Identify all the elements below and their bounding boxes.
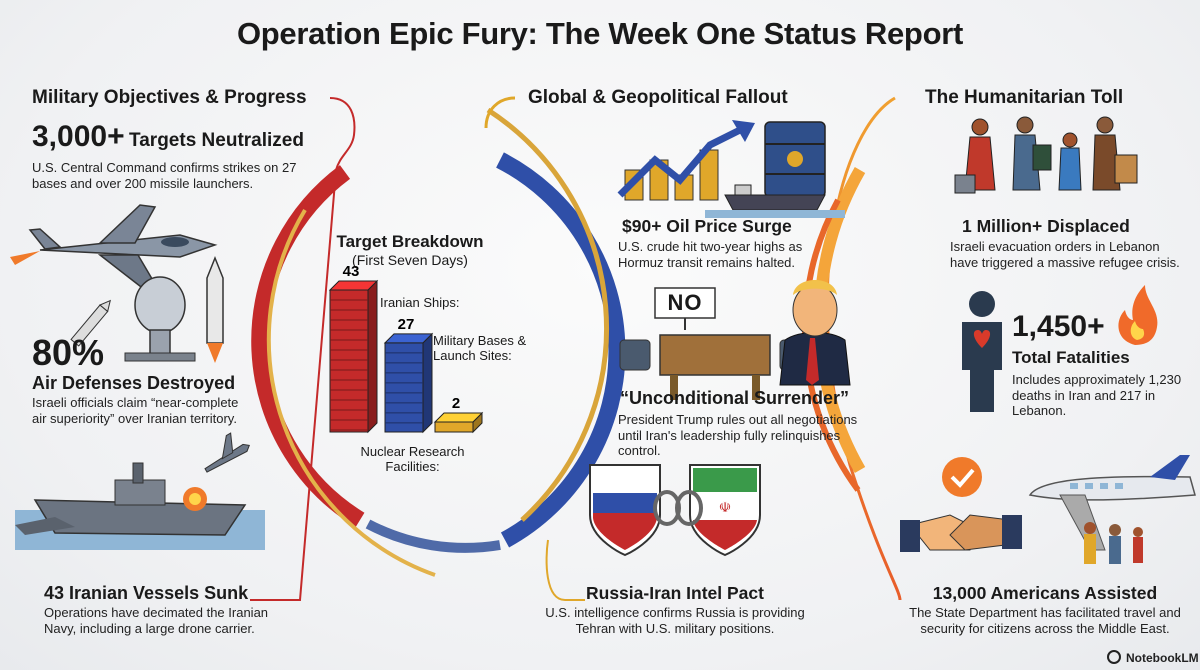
americans-desc: The State Department has facilitated tra… [909, 605, 1181, 636]
targets-desc: U.S. Central Command confirms strikes on… [32, 160, 297, 191]
president-portrait-icon [779, 280, 851, 386]
brand-label: NotebookLM [1126, 651, 1199, 665]
no-sign-text: NO [667, 290, 703, 315]
chain-link-icon [653, 490, 703, 526]
notebooklm-logo-icon [1107, 650, 1121, 664]
targets-number: 3,000+ [32, 120, 125, 153]
page-title: Operation Epic Fury: The Week One Status… [236, 16, 963, 51]
handshake-icon [900, 514, 1022, 552]
bar-label-nuclear: Nuclear Research Facilities: [360, 444, 465, 474]
vessels-label: 43 Iranian Vessels Sunk [44, 583, 249, 603]
check-badge-icon [942, 457, 982, 497]
oil-barrel-icon [764, 121, 826, 198]
bar-0 [328, 279, 379, 434]
refugees-icon [954, 116, 1138, 194]
bar-value-2: 2 [452, 395, 460, 412]
left-bracket [250, 97, 356, 601]
chart-subtitle: (First Seven Days) [352, 252, 468, 268]
central-ring [251, 107, 626, 577]
radar-dish-icon [124, 276, 196, 362]
warship-icon [15, 462, 265, 550]
targets-label: Targets Neutralized [129, 130, 304, 151]
airplane-icon [204, 432, 250, 473]
travelers-icon [1084, 522, 1143, 564]
rising-chart-icon [617, 120, 755, 201]
iran-shield-icon: ☫ [689, 464, 761, 557]
bar-value-1: 27 [398, 316, 415, 333]
tanker-ship-icon [705, 184, 845, 218]
fatalities-label: Total Fatalities [1012, 348, 1130, 367]
military-objectives-heading: Military Objectives & Progress [32, 87, 307, 108]
bar-2 [433, 411, 484, 434]
americans-label: 13,000 Americans Assisted [932, 583, 1158, 603]
person-heart-icon [962, 291, 1002, 412]
surrender-desc: President Trump rules out all negotiatio… [618, 412, 858, 458]
pact-desc: U.S. intelligence confirms Russia is pro… [545, 605, 805, 636]
chart-title: Target Breakdown [336, 232, 484, 251]
middle-bracket [484, 96, 516, 129]
no-sign-icon [654, 287, 716, 330]
bar-label-ships: Iranian Ships: [380, 295, 460, 310]
flame-icon [1118, 285, 1158, 345]
air-defense-number: 80% [32, 332, 105, 373]
fatalities-desc: Includes approximately 1,230 deaths in I… [1012, 372, 1182, 418]
fighter-jet-icon [10, 204, 218, 291]
chart-title-block: Target Breakdown (First Seven Days) [320, 232, 500, 268]
fatalities-number: 1,450+ [1012, 310, 1105, 343]
oil-label: $90+ Oil Price Surge [622, 216, 792, 236]
russia-shield-icon [589, 464, 661, 557]
global-fallout-heading: Global & Geopolitical Fallout [528, 87, 788, 108]
targets-stat: 3,000+ Targets Neutralized [32, 120, 304, 154]
oil-desc: U.S. crude hit two-year highs as Hormuz … [618, 239, 803, 270]
bar-label-bases: Military Bases & Launch Sites: [433, 333, 527, 363]
bar-value-0: 43 [343, 263, 360, 280]
humanitarian-heading: The Humanitarian Toll [925, 87, 1124, 108]
bar-1 [383, 332, 434, 434]
pact-label: Russia-Iran Intel Pact [586, 583, 764, 603]
displaced-desc: Israeli evacuation orders in Lebanon hav… [950, 239, 1180, 270]
surrender-label: “Unconditional Surrender” [620, 388, 850, 408]
svg-text:☫: ☫ [719, 500, 732, 516]
air-defense-label: Air Defenses Destroyed [32, 373, 236, 393]
displaced-label: 1 Million+ Displaced [962, 216, 1130, 236]
missile-icon [206, 255, 224, 363]
vessels-desc: Operations have decimated the Iranian Na… [44, 605, 269, 636]
small-missile-icon [70, 299, 111, 347]
air-defense-desc: Israeli officials claim “near-complete a… [32, 395, 239, 426]
